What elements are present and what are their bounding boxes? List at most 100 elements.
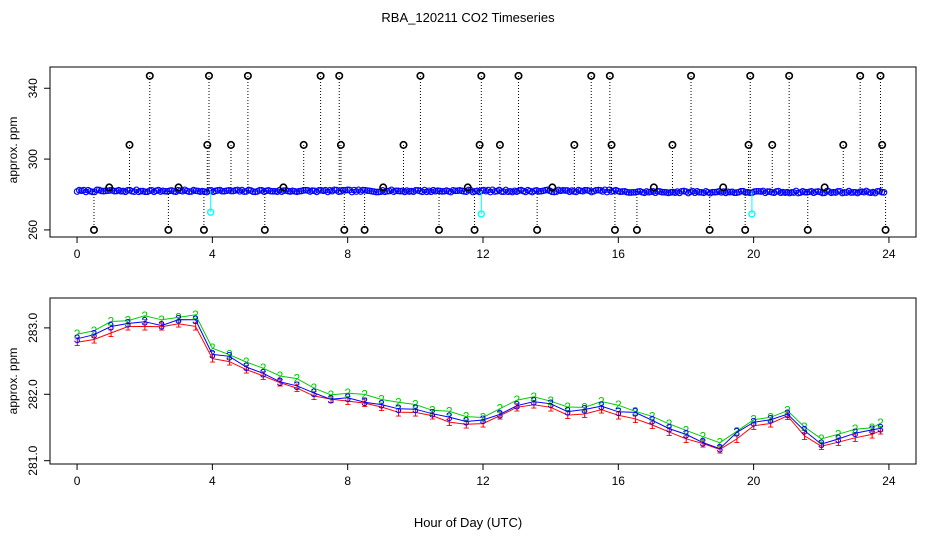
bottom-series-2-marker: 2: [124, 314, 131, 328]
bottom-series-1-marker: 1: [344, 394, 351, 408]
bottom-series-1-marker: 1: [141, 319, 148, 333]
top-baseline-point: [630, 188, 637, 196]
bottom-series-3-marker: 3: [649, 413, 656, 427]
bottom-series-1-marker: 1: [311, 389, 318, 403]
top-baseline-point: [124, 187, 131, 194]
bottom-series-3-marker: 3: [564, 405, 571, 419]
bottom-series-1-marker: 1: [108, 326, 115, 340]
top-low-spike-point: [360, 225, 369, 234]
top-baseline-point: [709, 188, 716, 196]
bottom-series-2-marker: 2: [666, 417, 673, 431]
bottom-series-2-marker: 2: [192, 308, 199, 322]
bottom-series-3-marker: 3: [615, 405, 622, 419]
bottom-series-3-marker: 3: [327, 392, 334, 406]
top-baseline-point: [753, 187, 760, 195]
top-high-spike-point: [335, 71, 344, 80]
bottom-series-2-marker: 2: [226, 348, 233, 362]
bottom-series-3-marker: 3: [598, 399, 605, 413]
bottom-series-2-marker: 2: [108, 315, 115, 329]
top-low-spike-point: [803, 225, 812, 234]
top-mid-spike-point: [768, 140, 777, 149]
top-mid-spike-point: [299, 140, 308, 149]
bottom-x-tick-label: 8: [344, 474, 351, 488]
bottom-series-2-marker: 2: [74, 327, 81, 341]
bottom-series-2-marker: 2: [513, 393, 520, 407]
bottom-series-1-marker: 1: [175, 317, 182, 331]
top-baseline-point: [849, 189, 857, 196]
top-baseline-raw-point: [649, 183, 658, 192]
top-baseline-point: [625, 189, 633, 196]
bottom-series-2-marker: 2: [818, 432, 825, 446]
bottom-series-2-marker: 2: [294, 372, 301, 386]
top-baseline-raw-point: [279, 183, 288, 192]
top-high-spike-point: [477, 71, 486, 80]
top-baseline-point: [874, 187, 881, 195]
bottom-series-2-marker: 2: [277, 369, 284, 383]
bottom-series-2-marker: 2: [700, 430, 707, 444]
bottom-series-2-marker: 2: [311, 381, 318, 395]
bottom-series-1-marker: 1: [429, 409, 436, 423]
top-baseline-point: [137, 187, 145, 195]
bottom-series-1-marker: 1: [632, 412, 639, 426]
bottom-series-2-marker: 2: [344, 386, 351, 400]
bottom-series-3-marker: 3: [801, 424, 808, 438]
bottom-panel-filtered-co2: approx. ppm 0 4 8 12 16 20 24 281.0282.0283.0 …: [6, 297, 917, 488]
bottom-x-axis: 0 4 8 12 16 20 24: [74, 464, 896, 488]
top-mid-spike-point: [839, 140, 848, 149]
bottom-series-2-marker: 2: [869, 421, 876, 435]
top-y-axis: 260 300 340: [26, 78, 50, 240]
top-high-spike-point: [687, 71, 696, 80]
top-high-spike-point: [204, 71, 213, 80]
top-baseline-point: [856, 188, 864, 196]
bottom-series-2-marker: 2: [260, 361, 267, 375]
top-baseline-point: [240, 188, 248, 195]
top-baseline-raw-point: [719, 183, 728, 192]
top-baseline-point: [218, 187, 226, 195]
bottom-series-1-marker: 1: [598, 403, 605, 417]
top-high-spike-point: [145, 71, 154, 80]
top-low-spike-point: [470, 225, 479, 234]
x-axis-label: Hour of Day (UTC): [414, 515, 522, 530]
top-high-spike-point: [587, 71, 596, 80]
top-x-tick-label: 4: [209, 247, 216, 261]
bottom-series-2-marker: 2: [784, 404, 791, 418]
bottom-series-3-marker: 3: [243, 360, 250, 374]
bottom-series-3-marker: 3: [530, 395, 537, 409]
bottom-series-1-marker: 1: [446, 415, 453, 429]
top-baseline-point: [267, 187, 274, 195]
top-baseline-point: [695, 188, 703, 196]
bottom-series-3-marker: 3: [311, 386, 318, 400]
top-baseline-point: [451, 187, 459, 195]
bottom-x-tick-label: 4: [209, 474, 216, 488]
bottom-series-3-marker: 3: [547, 397, 554, 411]
top-low-spike-point: [632, 225, 641, 234]
top-baseline-point: [731, 189, 738, 197]
top-panel-raw-co2: approx. ppm 0 4 8 12 16 20 24 260 300 340: [6, 66, 917, 261]
top-baseline-point: [498, 188, 505, 195]
bottom-series-1-marker: 1: [497, 409, 504, 423]
bottom-series-2-marker: 2: [852, 422, 859, 436]
bottom-series-2-marker: 2: [429, 403, 436, 417]
top-baseline-point: [330, 186, 338, 194]
top-flagged-point: [206, 208, 215, 216]
bottom-series-2-marker: 2: [767, 410, 774, 424]
top-baseline-point: [412, 187, 420, 194]
top-baseline-point: [192, 187, 200, 195]
top-baseline-point: [561, 187, 569, 194]
top-baseline-point: [161, 187, 169, 195]
bottom-series-2-marker: 2: [683, 423, 690, 437]
bottom-series-3-marker: 3: [581, 403, 588, 417]
top-baseline-point: [295, 187, 303, 195]
bottom-y-axis: 281.0 282.0 283.0: [26, 313, 50, 476]
bottom-x-tick-label: 20: [747, 474, 761, 488]
top-low-spike-point: [164, 225, 173, 234]
bottom-series-3-marker: 3: [716, 442, 723, 456]
bottom-y-tick-label: 283.0: [26, 313, 40, 343]
bottom-series-3-marker: 3: [869, 423, 876, 437]
bottom-series-1-marker: 1: [480, 417, 487, 431]
bottom-series-2-marker: 2: [158, 313, 165, 327]
bottom-series-1-marker: 1: [530, 398, 537, 412]
bottom-series-1-marker: 1: [818, 439, 825, 453]
top-x-tick-label: 16: [612, 247, 626, 261]
bottom-series-3-marker: 3: [74, 332, 81, 346]
